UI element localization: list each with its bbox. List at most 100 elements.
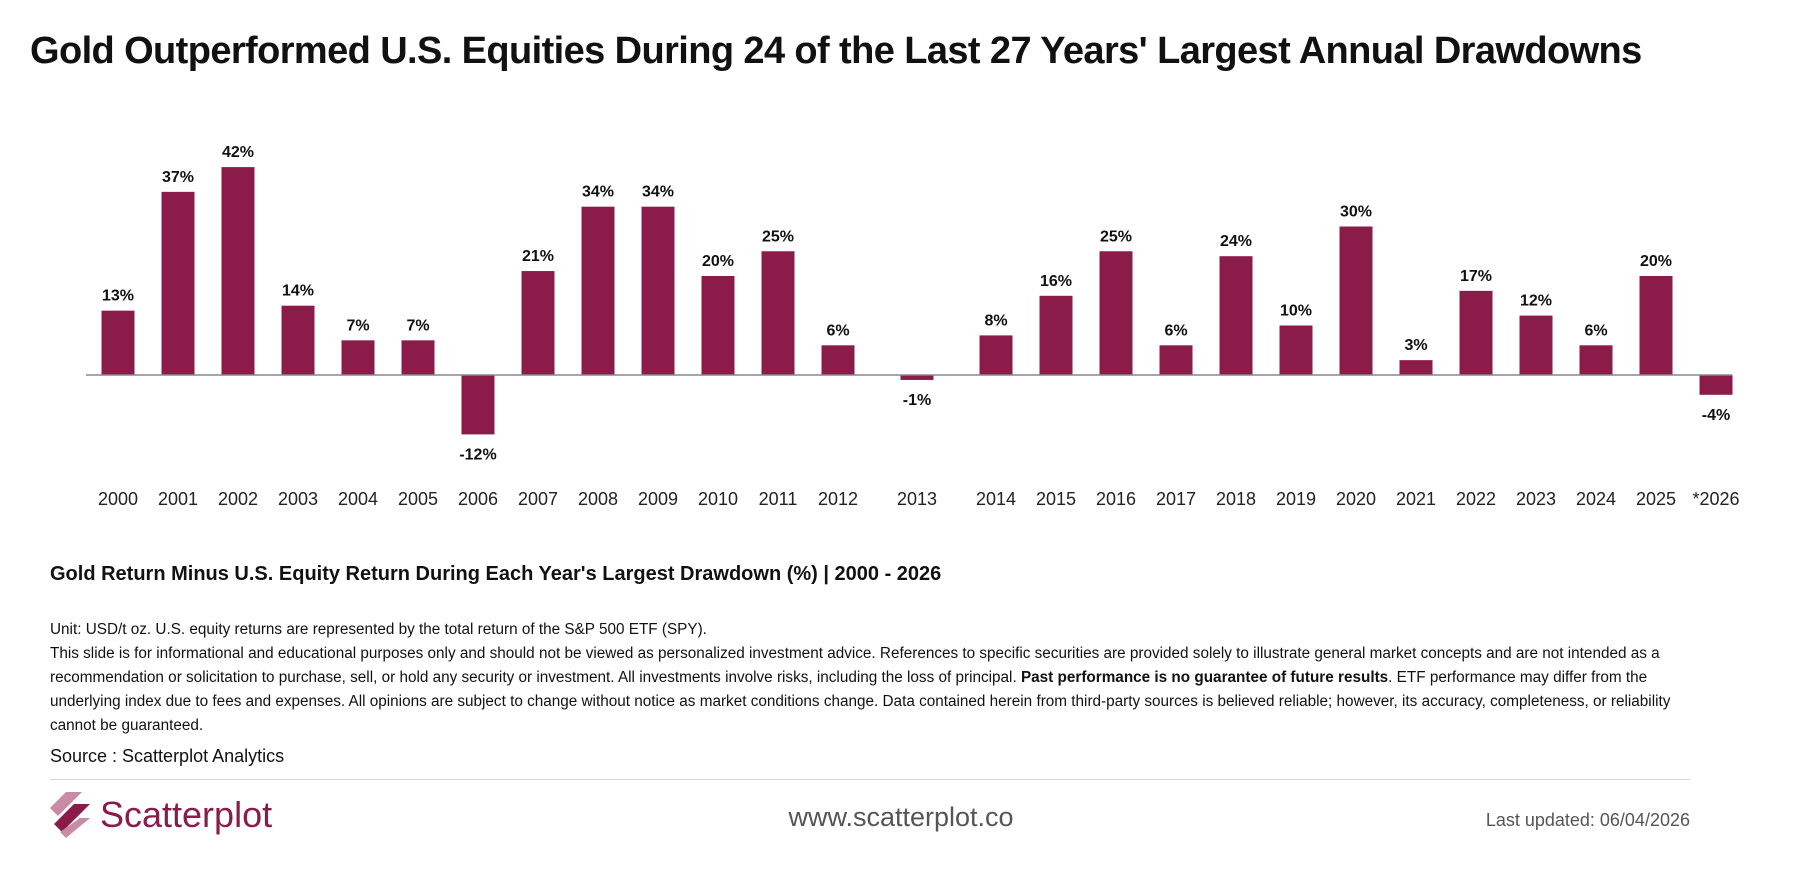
value-label-2012: 6% xyxy=(826,322,849,339)
value-label-2008: 34% xyxy=(582,184,614,201)
value-label-2002: 42% xyxy=(222,144,254,161)
value-label-2018: 24% xyxy=(1220,233,1252,250)
bar-2011 xyxy=(761,251,795,375)
bar-2007 xyxy=(521,271,555,375)
x-tick-label-2018: 2018 xyxy=(1216,489,1256,509)
bar-2017 xyxy=(1159,345,1193,375)
x-tick-label-2017: 2017 xyxy=(1156,489,1196,509)
bar-2021 xyxy=(1399,360,1433,375)
source-note: Source : Scatterplot Analytics xyxy=(50,746,285,766)
value-label-2003: 14% xyxy=(282,283,314,300)
x-tick-label-2002: 2002 xyxy=(218,489,258,509)
value-label-group: 13% 37% 42% 14% 7% 7% -12% 21% 34% 34% 20% 25% 6% -1%… xyxy=(102,144,1730,463)
x-tick-label-2010: 2010 xyxy=(698,489,738,509)
bar-2020 xyxy=(1339,226,1373,375)
bar-2015 xyxy=(1039,295,1073,375)
value-label-2017: 6% xyxy=(1164,322,1187,339)
bar-2024 xyxy=(1579,345,1613,375)
value-label-2009: 34% xyxy=(642,184,674,201)
chart-title: Gold Outperformed U.S. Equities During 2… xyxy=(30,30,1642,72)
x-tick-label-2009: 2009 xyxy=(638,489,678,509)
x-tick-label-2025: 2025 xyxy=(1636,489,1676,509)
x-tick-label-2022: 2022 xyxy=(1456,489,1496,509)
footer-divider xyxy=(50,779,1690,780)
bar-2026 xyxy=(1699,375,1733,395)
value-label-2023: 12% xyxy=(1520,293,1552,310)
brand-logo[interactable]: Scatterplot xyxy=(50,790,272,840)
chart-caption: Gold Return Minus U.S. Equity Return Dur… xyxy=(50,563,942,585)
x-tick-label-2024: 2024 xyxy=(1576,489,1616,509)
x-tick-label-2014: 2014 xyxy=(976,489,1016,509)
x-tick-label-2001: 2001 xyxy=(158,489,198,509)
bar-2010 xyxy=(701,276,735,375)
value-label-2021: 3% xyxy=(1404,337,1427,354)
value-label-2011: 25% xyxy=(762,228,794,245)
bar-2009 xyxy=(641,206,675,375)
bar-2000 xyxy=(101,310,135,375)
value-label-2020: 30% xyxy=(1340,204,1372,221)
bar-group xyxy=(101,167,1733,435)
bar-2025 xyxy=(1639,276,1673,375)
bar-2023 xyxy=(1519,315,1553,375)
value-label-2004: 7% xyxy=(346,317,369,334)
x-tick-label-2008: 2008 xyxy=(578,489,618,509)
x-tick-label-2023: 2023 xyxy=(1516,489,1556,509)
x-tick-label-2012: 2012 xyxy=(818,489,858,509)
value-label-2024: 6% xyxy=(1584,322,1607,339)
value-label-2015: 16% xyxy=(1040,273,1072,290)
x-tick-label-2006: 2006 xyxy=(458,489,498,509)
x-tick-label-2004: 2004 xyxy=(338,489,378,509)
disclaimer-bold: Past performance is no guarantee of futu… xyxy=(1020,669,1389,686)
value-label-2019: 10% xyxy=(1280,303,1312,320)
value-label-2006: -12% xyxy=(459,446,496,463)
value-label-2022: 17% xyxy=(1460,268,1492,285)
bar-2013 xyxy=(900,375,934,380)
value-label-2013: -1% xyxy=(903,392,931,409)
bar-chart: 13% 37% 42% 14% 7% 7% -12% 21% 34% 34% 20% 25% 6% -1%… xyxy=(86,144,1740,509)
value-label-2005: 7% xyxy=(406,317,429,334)
x-tick-label-2021: 2021 xyxy=(1396,489,1436,509)
x-tick-label-2020: 2020 xyxy=(1336,489,1376,509)
last-updated: Last updated: 06/04/2026 xyxy=(1485,810,1690,830)
bar-2001 xyxy=(161,191,195,375)
brand-name: Scatterplot xyxy=(100,794,273,835)
value-label-2001: 37% xyxy=(162,169,194,186)
value-label-2016: 25% xyxy=(1100,228,1132,245)
value-label-2007: 21% xyxy=(522,248,554,265)
x-tick-label-2011: 2011 xyxy=(759,489,798,509)
bar-2018 xyxy=(1219,256,1253,375)
bar-2002 xyxy=(221,167,255,375)
x-tick-label-2000: 2000 xyxy=(98,489,138,509)
x-tick-label-2026: *2026 xyxy=(1692,489,1739,509)
logo-stripe-1 xyxy=(50,792,82,816)
website-link[interactable]: www.scatterplot.co xyxy=(788,802,1014,832)
bar-2016 xyxy=(1099,251,1133,375)
value-label-2000: 13% xyxy=(102,288,134,305)
disclaimer: Unit: USD/t oz. U.S. equity returns are … xyxy=(50,618,1700,738)
bar-2019 xyxy=(1279,325,1313,375)
x-tick-label-2003: 2003 xyxy=(278,489,318,509)
x-tick-label-2005: 2005 xyxy=(398,489,438,509)
bar-2008 xyxy=(581,206,615,375)
bar-2003 xyxy=(281,305,315,375)
value-label-2010: 20% xyxy=(702,253,734,270)
bar-2005 xyxy=(401,340,435,375)
x-tick-label-2019: 2019 xyxy=(1276,489,1316,509)
disclaimer-body: This slide is for informational and educ… xyxy=(50,645,1660,686)
x-tick-label-2015: 2015 xyxy=(1036,489,1076,509)
scatterplot-logo-icon xyxy=(50,792,90,838)
logo-stripe-3 xyxy=(60,818,90,838)
bar-2022 xyxy=(1459,290,1493,375)
x-tick-label-2016: 2016 xyxy=(1096,489,1136,509)
value-label-2026: -4% xyxy=(1702,407,1730,424)
bar-2012 xyxy=(821,345,855,375)
bar-2004 xyxy=(341,340,375,375)
x-tick-label-2013: 2013 xyxy=(897,489,937,509)
logo-stripe-2 xyxy=(54,804,90,832)
value-label-2025: 20% xyxy=(1640,253,1672,270)
bar-2006 xyxy=(461,375,495,435)
value-label-2014: 8% xyxy=(984,312,1007,329)
unit-note: Unit: USD/t oz. U.S. equity returns are … xyxy=(50,621,707,638)
x-tick-label-group: 2000 2001 2002 2003 2004 2005 2006 2007 2008 2009… xyxy=(98,489,1740,509)
disclaimer-body-end: . ETF performance may differ from the un… xyxy=(50,669,1671,734)
